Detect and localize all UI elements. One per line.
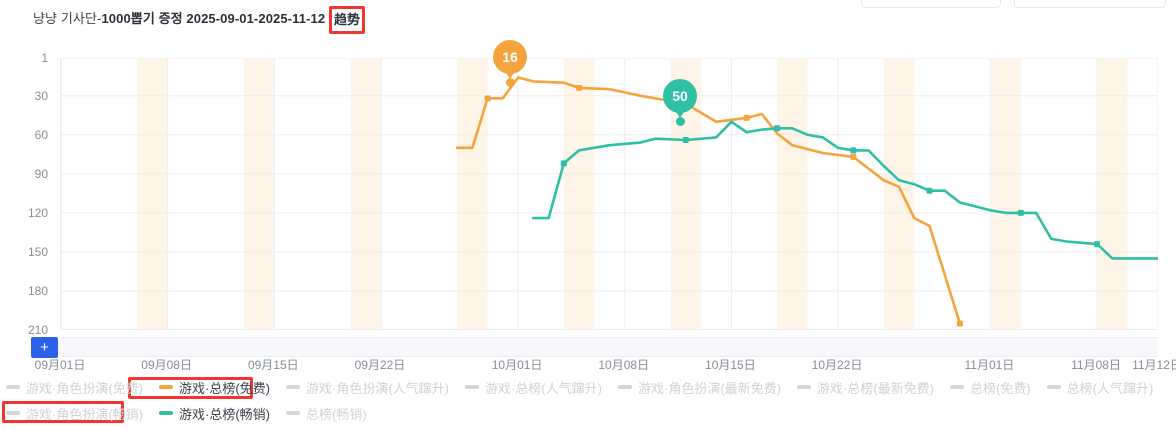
marker-tail-icon — [503, 68, 517, 79]
legend-item[interactable]: 游戏·角色扮演(最新免费) — [618, 375, 781, 399]
legend-swatch-icon — [159, 411, 173, 415]
weekend-band — [137, 58, 168, 330]
x-axis-tick-label: 11月08日 — [1071, 358, 1121, 372]
legend-item[interactable]: 总榜(人气蹿升) — [1046, 375, 1154, 399]
range-slider[interactable] — [60, 337, 1157, 357]
series-point — [1017, 209, 1024, 216]
legend-item-label: 游戏·总榜(畅销) — [179, 406, 270, 422]
chart-canvas — [61, 58, 1158, 330]
weekend-band — [243, 58, 275, 330]
legend-item[interactable]: 总榜(免费) — [950, 375, 1031, 399]
legend-item-label: 游戏·角色扮演(最新免费) — [638, 380, 781, 396]
weekend-band — [350, 58, 381, 330]
legend-swatch-icon — [950, 385, 964, 389]
x-axis-tick-label: 11月01日 — [964, 358, 1015, 372]
marker-anchor-dot — [675, 117, 685, 126]
series-point — [850, 153, 857, 160]
series-point — [743, 114, 750, 121]
plot-area — [60, 58, 1158, 330]
legend-item[interactable]: 游戏·总榜(人气蹿升) — [465, 375, 602, 399]
legend-swatch-icon — [159, 385, 173, 389]
teal-peak-marker[interactable]: 50 — [663, 79, 697, 126]
marker-anchor-dot — [505, 78, 515, 87]
weekend-band — [883, 58, 915, 330]
x-axis-tick-label: 10月15日 — [705, 358, 756, 372]
legend-item[interactable]: 游戏·角色扮演(免费) — [6, 375, 143, 399]
y-axis-tick-label: 150 — [27, 244, 48, 259]
legend-item-label: 总榜(免费) — [970, 380, 1031, 396]
legend-item[interactable]: 游戏·总榜(畅销) — [159, 401, 270, 425]
legend-item[interactable]: 游戏·总榜(免费) — [159, 375, 270, 399]
legend-item-label: 游戏·角色扮演(免费) — [26, 380, 143, 396]
legend-item-label: 总榜(畅销) — [306, 406, 367, 422]
legend-item-label: 总榜(人气蹿升) — [1066, 380, 1154, 396]
y-axis-tick-label: 90 — [34, 166, 48, 181]
x-axis-tick-label: 10月01日 — [491, 358, 543, 372]
series-point — [926, 187, 933, 194]
series-point — [576, 84, 583, 91]
trend-tab-label[interactable]: 趋势 — [334, 12, 361, 27]
legend-item-label: 游戏·角色扮演(人气蹿升) — [306, 380, 449, 396]
legend-swatch-icon — [6, 411, 20, 415]
series-point — [1094, 241, 1101, 248]
weekend-band — [457, 58, 488, 330]
x-axis-tick-label: 10月22日 — [811, 358, 863, 372]
weekend-band — [563, 58, 595, 330]
legend-item-label: 游戏·角色扮演(畅销) — [26, 406, 143, 422]
x-axis-tick-label: 09月22日 — [354, 358, 406, 372]
legend-swatch-icon — [1046, 385, 1061, 389]
weekend-band — [990, 58, 1021, 330]
series-point — [682, 136, 689, 143]
legend-swatch-icon — [286, 385, 300, 389]
page-title-prefix: 냥냥 기사단- — [33, 11, 102, 26]
orange-peak-marker[interactable]: 16 — [493, 40, 527, 87]
toolbar-control-stub[interactable] — [861, 0, 1001, 8]
page-title: 냥냥 기사단-1000뽑기 증정 2025-09-01-2025-11-12 — [33, 8, 325, 27]
legend-item-label: 游戏·总榜(最新免费) — [817, 380, 934, 396]
x-axis-tick-label: 09月15日 — [247, 358, 299, 372]
legend-item[interactable]: 游戏·角色扮演(人气蹿升) — [286, 375, 449, 399]
marker-tail-icon — [673, 107, 687, 118]
legend-item[interactable]: 游戏·角色扮演(畅销) — [6, 401, 143, 425]
series-point — [850, 147, 857, 154]
series-point — [484, 95, 491, 102]
legend-swatch-icon — [797, 385, 811, 389]
series-point — [774, 125, 781, 132]
legend-item-label: 游戏·总榜(人气蹿升) — [485, 380, 602, 396]
legend-swatch-icon — [6, 385, 20, 389]
legend-item[interactable]: 游戏·总榜(最新免费) — [797, 375, 934, 399]
y-axis-tick-label: 30 — [34, 88, 48, 103]
legend-item-label: 游戏·总榜(免费) — [179, 380, 270, 396]
page-title-range: 1000뽑기 증정 2025-09-01-2025-11-12 — [101, 11, 326, 26]
series-point — [956, 320, 963, 327]
legend-swatch-icon — [286, 411, 300, 415]
series-point — [560, 160, 567, 167]
y-axis-tick-label: 120 — [27, 205, 48, 220]
y-axis-tick-label: 210 — [27, 323, 48, 337]
x-axis-tick-label: 09月01日 — [34, 358, 86, 372]
x-axis-tick-label: 10月08日 — [598, 358, 650, 372]
toolbar-control-stub[interactable] — [1014, 0, 1166, 8]
weekend-band — [777, 58, 808, 330]
x-axis-tick-label: 11月12日 — [1132, 358, 1176, 372]
add-range-button[interactable]: + — [31, 337, 58, 358]
legend-swatch-icon — [618, 385, 632, 389]
y-axis-tick-label: 180 — [27, 283, 48, 298]
y-axis-tick-label: 1 — [41, 51, 48, 65]
legend-item[interactable]: 总榜(畅销) — [286, 401, 367, 425]
y-axis-tick-label: 60 — [34, 127, 48, 142]
legend: 游戏·角色扮演(免费) 游戏·总榜(免费) 游戏·角色扮演(人气蹿升) 游戏·总榜(人… — [6, 375, 1176, 425]
x-axis-tick-label: 09月08日 — [141, 358, 192, 372]
weekend-band — [1097, 58, 1128, 330]
legend-swatch-icon — [465, 385, 479, 389]
series-line — [531, 120, 1158, 260]
